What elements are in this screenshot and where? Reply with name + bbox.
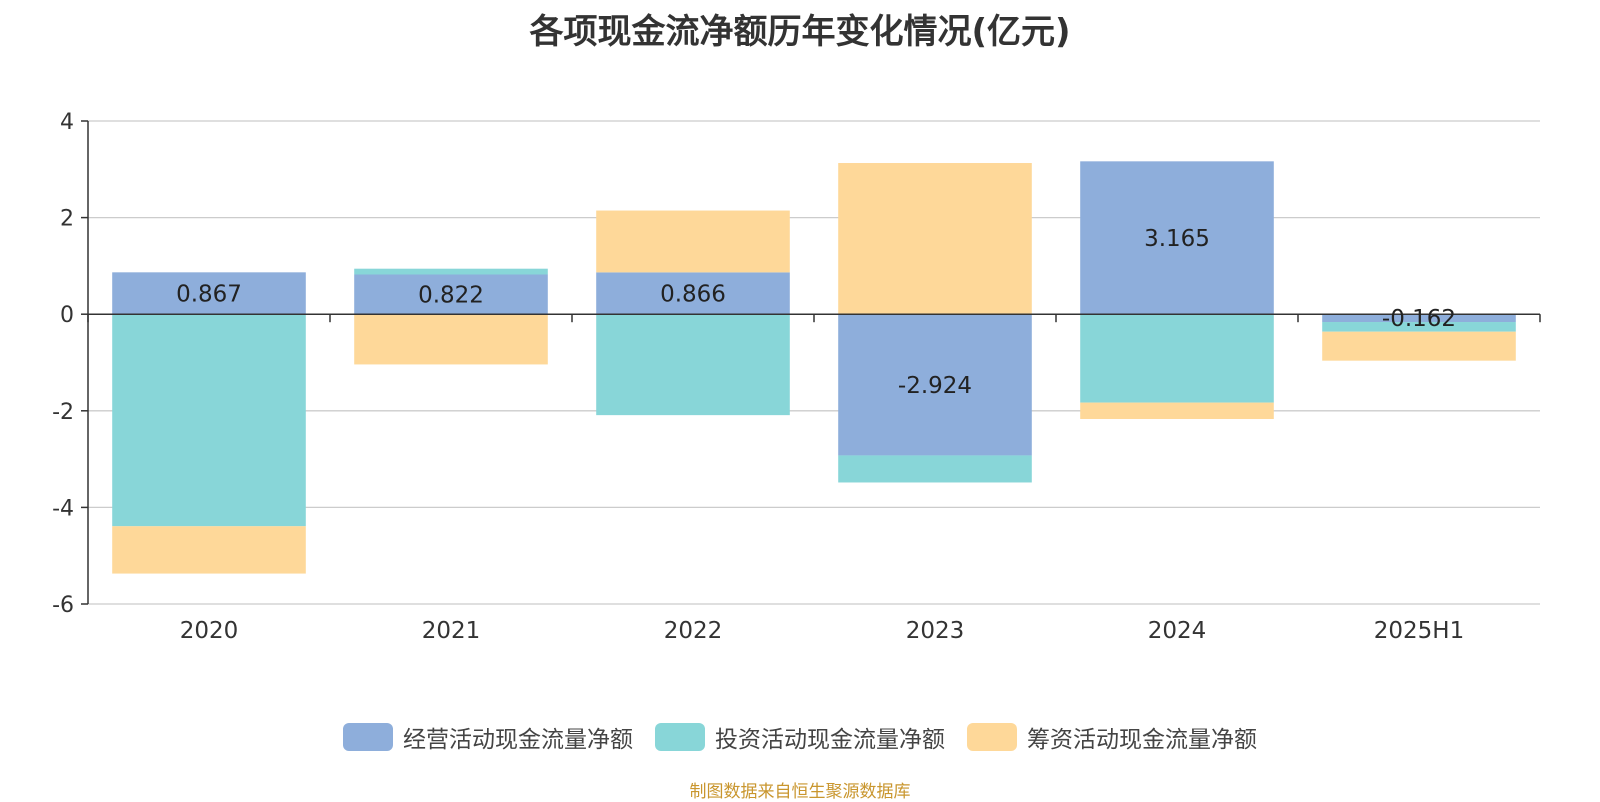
legend-item-operating[interactable]: 经营活动现金流量净额: [343, 720, 633, 754]
bar-financing: [354, 314, 548, 365]
bar-operating: [596, 272, 790, 315]
bar-operating: [1322, 314, 1516, 323]
bar-investing: [354, 268, 548, 275]
legend: 经营活动现金流量净额 投资活动现金流量净额 筹资活动现金流量净额: [0, 720, 1600, 754]
data-label: 0.822: [418, 282, 484, 308]
bar-financing: [838, 163, 1032, 315]
bar-investing: [1322, 322, 1516, 332]
stacked-bar-chart: 4 2 0 -2 -4 -6 2020 2021 2022 2023 2024 2025H1 0.867…: [52, 110, 1541, 644]
bar-financing: [112, 526, 306, 574]
data-label: 3.165: [1144, 226, 1210, 252]
bar-financing: [1322, 331, 1516, 361]
data-label: 0.866: [660, 281, 726, 307]
legend-swatch-operating: [343, 723, 393, 751]
legend-swatch-investing: [655, 723, 705, 751]
bar-investing: [1080, 314, 1274, 403]
bar-operating: [1080, 161, 1274, 315]
y-tick-label: 0: [60, 303, 74, 328]
y-tick-label: 2: [60, 207, 74, 232]
bar-financing: [596, 210, 790, 273]
x-tick-label: 2021: [422, 618, 481, 644]
bar-financing: [1080, 402, 1274, 420]
legend-item-financing[interactable]: 筹资活动现金流量净额: [967, 720, 1257, 754]
legend-item-investing[interactable]: 投资活动现金流量净额: [655, 720, 945, 754]
legend-label-financing: 筹资活动现金流量净额: [1027, 727, 1257, 753]
chart-title: 各项现金流净额历年变化情况(亿元): [529, 12, 1071, 52]
x-tick-label: 2025H1: [1374, 618, 1464, 644]
data-label: -2.924: [898, 373, 972, 399]
legend-swatch-financing: [967, 723, 1017, 751]
y-tick-label: -6: [52, 593, 74, 618]
y-tick-label: -4: [52, 496, 74, 521]
source-note: 制图数据来自恒生聚源数据库: [689, 782, 911, 802]
bar-operating: [112, 272, 306, 315]
x-tick-label: 2022: [664, 618, 723, 644]
bar-investing: [838, 455, 1032, 483]
y-tick-label: 4: [60, 110, 74, 135]
data-label: -0.162: [1382, 306, 1456, 332]
data-label: 0.867: [176, 281, 242, 307]
legend-label-investing: 投资活动现金流量净额: [715, 727, 945, 753]
bar-investing: [596, 314, 790, 416]
bar-operating: [354, 274, 548, 315]
legend-label-operating: 经营活动现金流量净额: [403, 727, 633, 753]
x-tick-label: 2020: [180, 618, 239, 644]
y-tick-label: -2: [52, 400, 74, 425]
bar-investing: [112, 314, 306, 527]
bar-operating: [838, 314, 1032, 456]
x-tick-label: 2023: [906, 618, 965, 644]
x-tick-label: 2024: [1148, 618, 1207, 644]
